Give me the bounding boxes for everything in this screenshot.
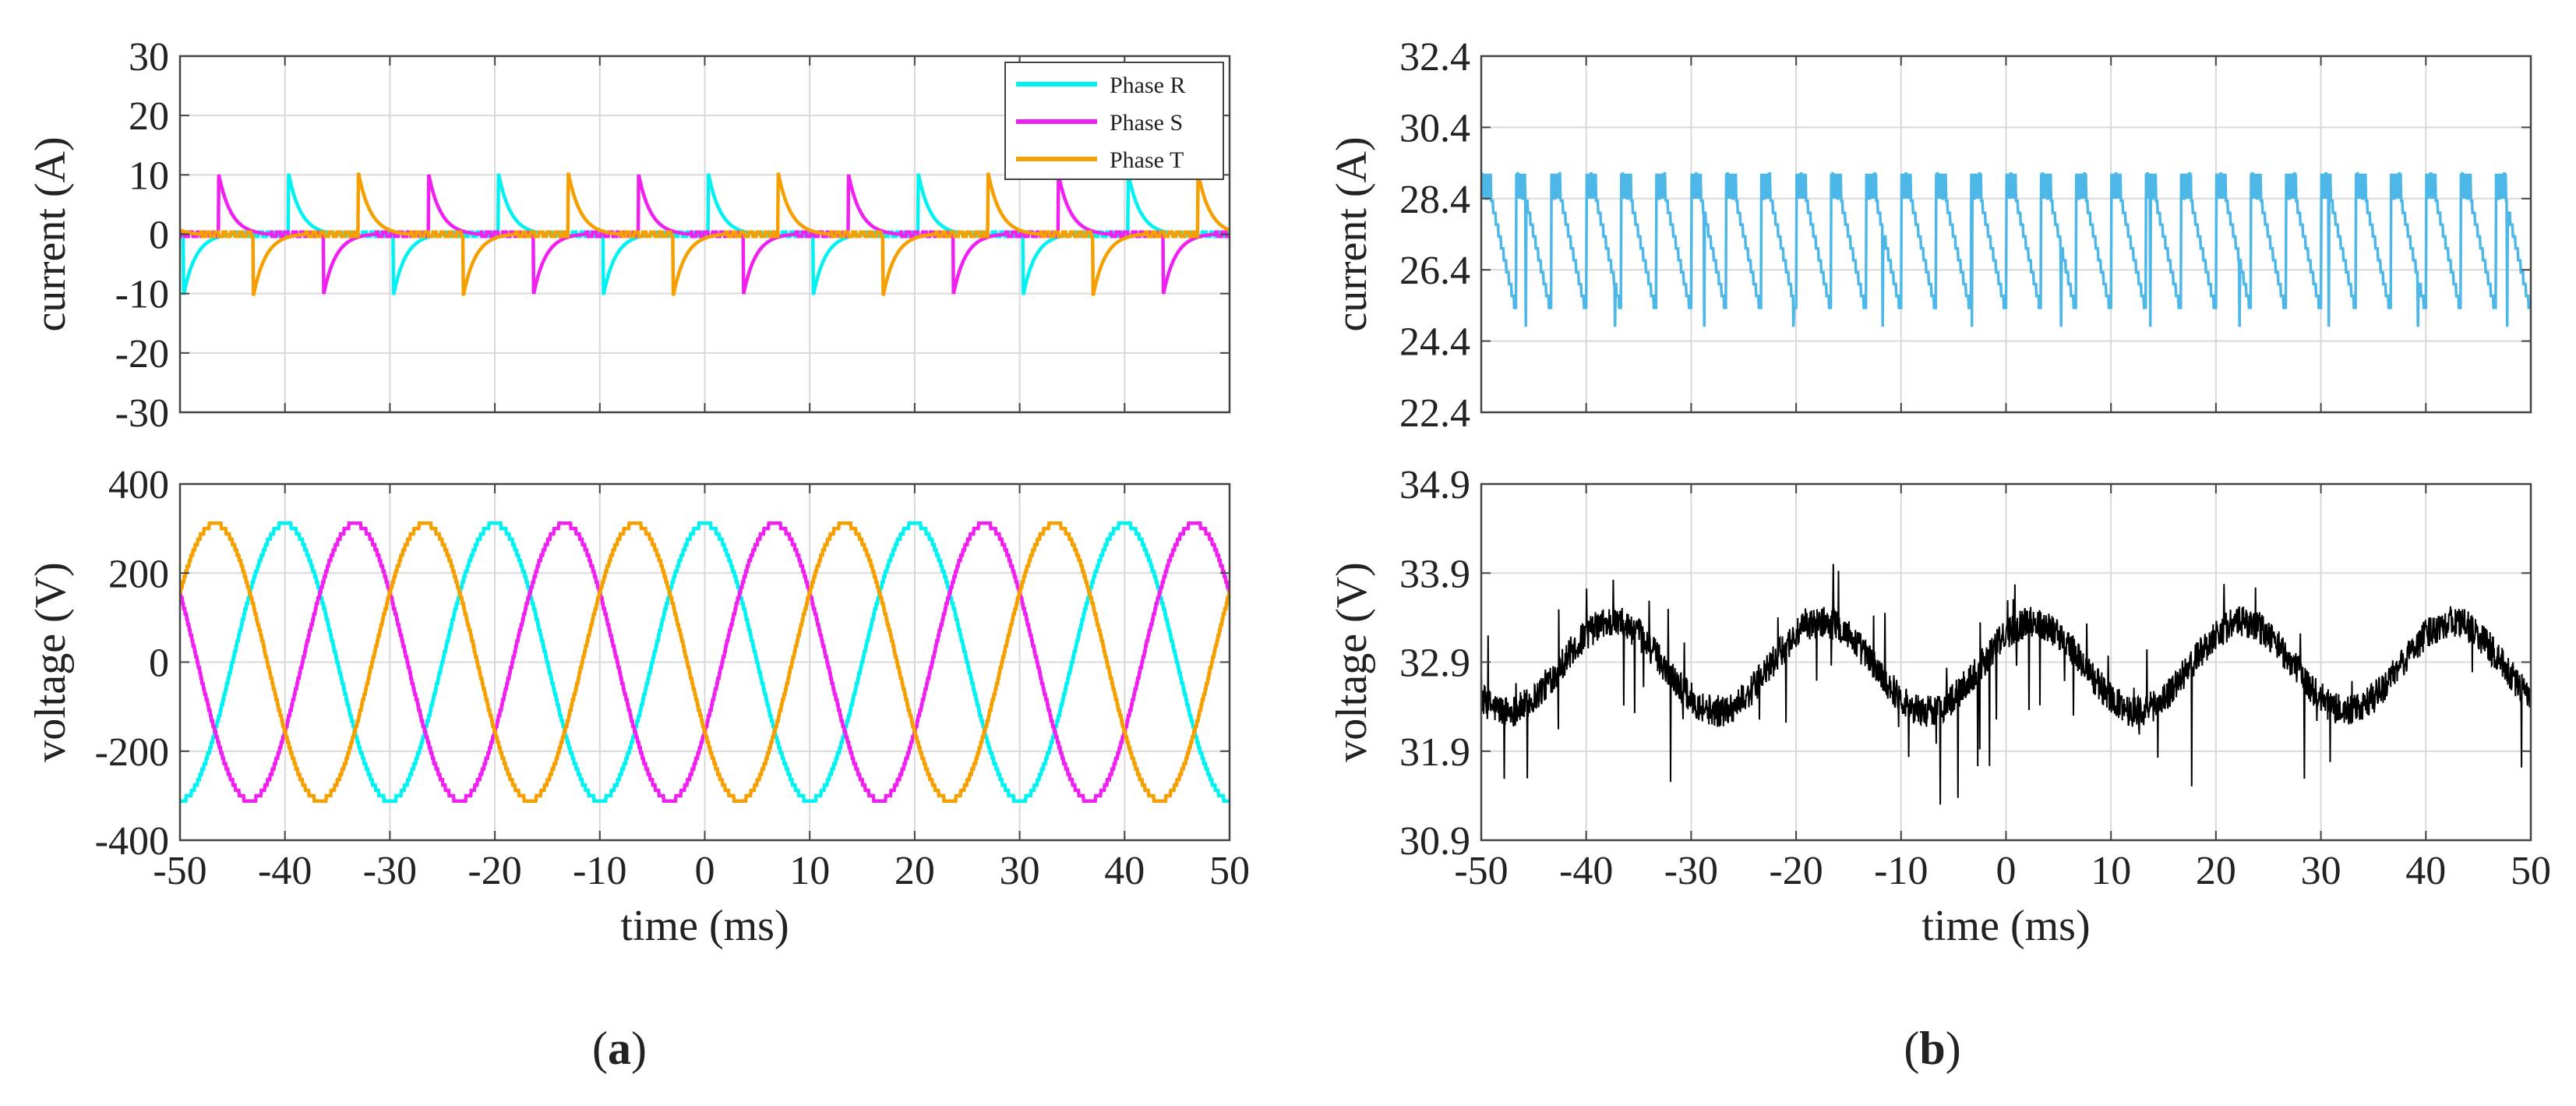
b-voltage-xtick-label: 40 <box>2405 849 2446 893</box>
a-voltage-xtick-label: -50 <box>153 849 206 893</box>
legend-label-phase-t: Phase T <box>1110 147 1184 173</box>
b-current-plot-area <box>1481 172 2531 327</box>
a-voltage-xtick-label: 50 <box>1209 849 1250 893</box>
a-voltage-xtick-label: -20 <box>468 849 521 893</box>
a-voltage-xtick-label: -10 <box>573 849 626 893</box>
a-voltage-xtick-label: -30 <box>363 849 417 893</box>
b-voltage-ytick-label: 30.9 <box>1399 819 1470 864</box>
a-voltage-xtick-label: 40 <box>1104 849 1145 893</box>
b-current-ytick-label: 22.4 <box>1399 391 1470 436</box>
b-voltage-xtick-label: -30 <box>1664 849 1718 893</box>
a-current-ytick-label: 20 <box>129 94 169 139</box>
b-current-ytick-label: 32.4 <box>1399 35 1470 80</box>
a-voltage-xlabel: time (ms) <box>620 902 789 950</box>
b-current-ylabel: current (A) <box>1328 136 1376 331</box>
b-voltage-ylabel: voltage (V) <box>1328 562 1376 762</box>
a-voltage-xtick-label: 10 <box>789 849 830 893</box>
b-current-ytick-label: 24.4 <box>1399 320 1470 365</box>
a-voltage-ytick-label: 200 <box>108 552 169 596</box>
chart-a-voltage: -50 -40 -30 -20 -10 0 10 20 30 40 50 -400 -200 0 200 40… <box>26 463 1250 950</box>
a-current-ylabel: current (A) <box>26 136 75 331</box>
a-current-legend: Phase R Phase S Phase T <box>1004 62 1224 180</box>
b-current-series-dc-current <box>1481 172 2531 327</box>
a-voltage-xtick-label: 0 <box>695 849 715 893</box>
chart-b-voltage: -50 -40 -30 -20 -10 0 10 20 30 40 50 30.9 31.9 32.9 33… <box>1328 463 2551 950</box>
a-voltage-xtick-label: 20 <box>895 849 935 893</box>
b-voltage-ytick-label: 34.9 <box>1399 463 1470 507</box>
b-voltage-plot-area <box>1481 564 2531 805</box>
b-voltage-xtick-label: 0 <box>1996 849 2017 893</box>
b-voltage-xtick-label: 30 <box>2301 849 2341 893</box>
a-current-ytick-label: 30 <box>129 35 169 80</box>
a-voltage-grid <box>180 484 1230 840</box>
b-voltage-series-dc-voltage <box>1481 564 2531 805</box>
legend-label-phase-s: Phase S <box>1110 110 1183 136</box>
chart-b-current: 22.4 24.4 26.4 28.4 30.4 32.4 current (A) <box>1328 35 2532 436</box>
b-current-ytick-label: 28.4 <box>1399 178 1470 222</box>
b-voltage-xtick-label: 10 <box>2091 849 2131 893</box>
a-voltage-plot-area <box>180 521 1230 803</box>
b-current-ytick-label: 26.4 <box>1399 249 1470 293</box>
b-voltage-xlabel: time (ms) <box>1921 902 2090 950</box>
b-voltage-xtick-label: -10 <box>1874 849 1928 893</box>
a-current-ytick-label: 10 <box>129 154 169 198</box>
b-voltage-ytick-label: 33.9 <box>1399 552 1470 596</box>
a-voltage-ytick-label: 400 <box>108 463 169 507</box>
a-current-ytick-label: -30 <box>115 391 169 436</box>
a-voltage-xtick-label: -40 <box>258 849 312 893</box>
a-current-ytick-label: -20 <box>115 332 169 376</box>
b-voltage-ytick-label: 32.9 <box>1399 641 1470 686</box>
a-current-plot-area <box>180 172 1230 296</box>
panel-b-caption: (b) <box>1904 1023 1960 1074</box>
b-current-ytick-label: 30.4 <box>1399 106 1470 150</box>
b-voltage-xtick-label: -50 <box>1454 849 1508 893</box>
a-current-ytick-label: -10 <box>115 273 169 317</box>
a-current-ytick-label: 0 <box>149 214 169 258</box>
a-voltage-xtick-label: 30 <box>1000 849 1040 893</box>
legend-label-phase-r: Phase R <box>1110 72 1186 98</box>
b-voltage-ytick-label: 31.9 <box>1399 730 1470 775</box>
a-voltage-ytick-label: 0 <box>149 641 169 686</box>
a-voltage-ytick-label: -400 <box>95 819 169 864</box>
panel-a-caption: (a) <box>592 1023 647 1074</box>
b-voltage-xtick-label: -20 <box>1769 849 1823 893</box>
b-voltage-xtick-label: 20 <box>2196 849 2236 893</box>
b-voltage-grid <box>1481 484 2531 840</box>
a-voltage-series-phase-t <box>180 521 1230 803</box>
b-voltage-xtick-label: -40 <box>1559 849 1613 893</box>
a-voltage-ytick-label: -200 <box>95 730 169 775</box>
a-current-series-phase-t <box>180 172 1230 296</box>
b-voltage-xtick-label: 50 <box>2511 849 2551 893</box>
a-voltage-ylabel: voltage (V) <box>26 562 75 762</box>
